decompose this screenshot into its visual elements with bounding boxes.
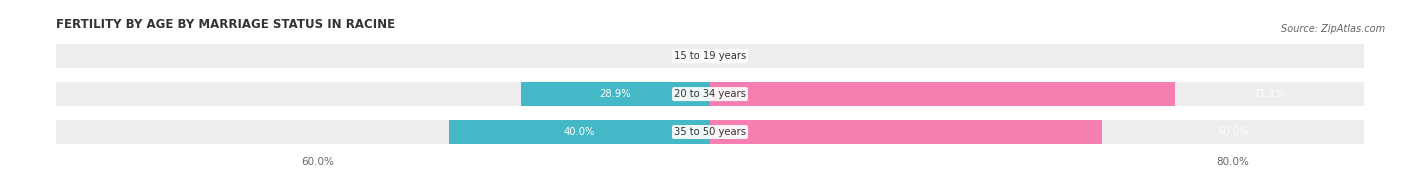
Bar [56,82,710,106]
Bar [56,120,710,144]
Text: 71.1%: 71.1% [1254,89,1285,99]
Text: 35 to 50 years: 35 to 50 years [673,127,747,137]
Text: 40.0%: 40.0% [564,127,595,137]
Text: Source: ZipAtlas.com: Source: ZipAtlas.com [1281,24,1385,34]
Bar [710,44,1364,68]
Text: 0.0%: 0.0% [675,51,700,61]
Bar [710,120,1102,144]
Text: FERTILITY BY AGE BY MARRIAGE STATUS IN RACINE: FERTILITY BY AGE BY MARRIAGE STATUS IN R… [56,18,395,31]
Text: 28.9%: 28.9% [600,89,631,99]
Bar [710,120,1364,144]
Text: 15 to 19 years: 15 to 19 years [673,51,747,61]
Bar [710,82,1175,106]
Bar [56,44,710,68]
Bar [449,120,710,144]
Text: 20 to 34 years: 20 to 34 years [673,89,747,99]
Bar [522,82,710,106]
Text: 0.0%: 0.0% [720,51,745,61]
Text: 60.0%: 60.0% [1218,127,1249,137]
Bar [710,82,1364,106]
